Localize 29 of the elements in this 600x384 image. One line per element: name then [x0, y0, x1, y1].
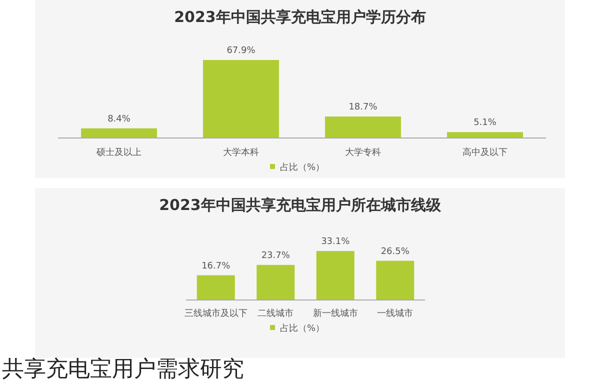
x-tick-label: 高中及以下: [462, 147, 508, 158]
x-tick-label: 大学专科: [345, 147, 381, 158]
data-label: 67.9%: [226, 46, 256, 56]
bar: [196, 275, 235, 300]
x-tick-label: 三线城市及以下: [184, 308, 248, 319]
x-tick-label: 一线城市: [377, 308, 414, 319]
data-label: 8.4%: [108, 114, 131, 124]
x-tick-label: 二线城市: [258, 308, 294, 319]
data-label: 33.1%: [321, 237, 350, 247]
bar: [316, 251, 354, 300]
data-label: 26.5%: [380, 246, 410, 257]
chart-title: 2023年中国共享充电宝用户所在城市线级: [159, 196, 442, 214]
x-tick-label: 大学本科: [223, 147, 259, 158]
x-tick-label: 新一线城市: [312, 308, 358, 319]
bar: [203, 60, 279, 138]
text: 共享充电宝用户需求研究: [2, 357, 244, 382]
bar: [325, 116, 401, 138]
data-label: 18.7%: [348, 102, 378, 113]
x-tick-label: 硕士及以上: [96, 147, 142, 158]
bar: [256, 264, 295, 300]
data-label: 5.1%: [474, 118, 497, 128]
legend-label: 占比（%）: [280, 162, 325, 173]
bar: [376, 260, 414, 300]
legend-label: 占比（%）: [280, 323, 325, 334]
bar: [81, 128, 157, 138]
chart-title: 2023年中国共享充电宝用户学历分布: [174, 8, 426, 26]
data-label: 23.7%: [261, 250, 290, 261]
data-label: 16.7%: [202, 261, 231, 272]
bar: [447, 132, 523, 138]
